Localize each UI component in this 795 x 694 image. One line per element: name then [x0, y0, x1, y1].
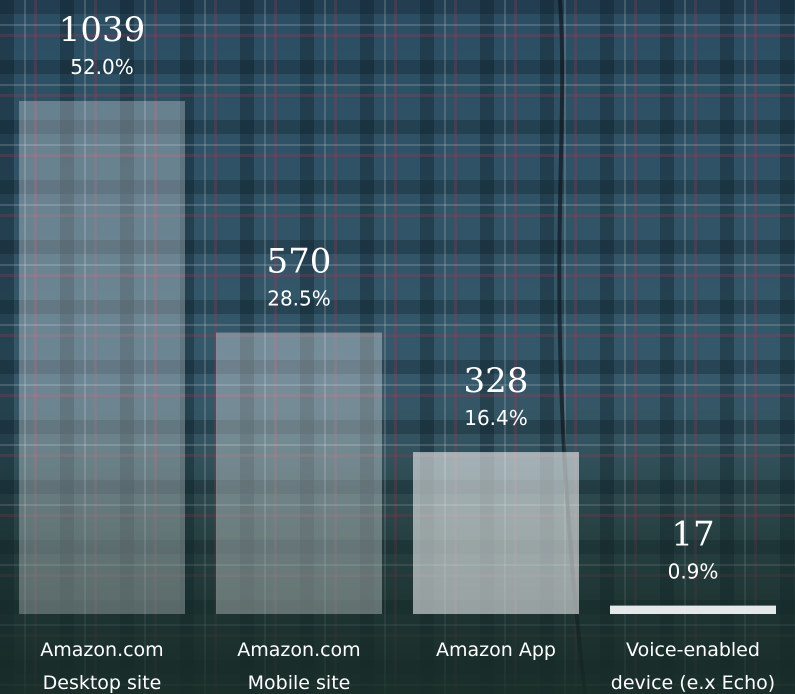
value-label: 328: [464, 361, 529, 401]
category-label: Voice-enabled device (e.x Echo): [610, 639, 776, 694]
share-label: 0.9%: [668, 560, 719, 584]
share-label: 28.5%: [267, 287, 331, 311]
category-label: Amazon App: [436, 639, 556, 661]
value-label: 1039: [59, 10, 146, 50]
value-label: 570: [267, 242, 332, 282]
bar: [19, 101, 185, 614]
value-label: 17: [671, 515, 714, 555]
category-label: Amazon.com Mobile site: [237, 639, 361, 694]
bar: [610, 605, 776, 614]
category-label: Amazon.com Desktop site: [40, 639, 164, 694]
bar: [216, 332, 382, 614]
share-label: 16.4%: [464, 406, 528, 430]
share-label: 52.0%: [70, 55, 134, 79]
bar: [413, 452, 579, 614]
